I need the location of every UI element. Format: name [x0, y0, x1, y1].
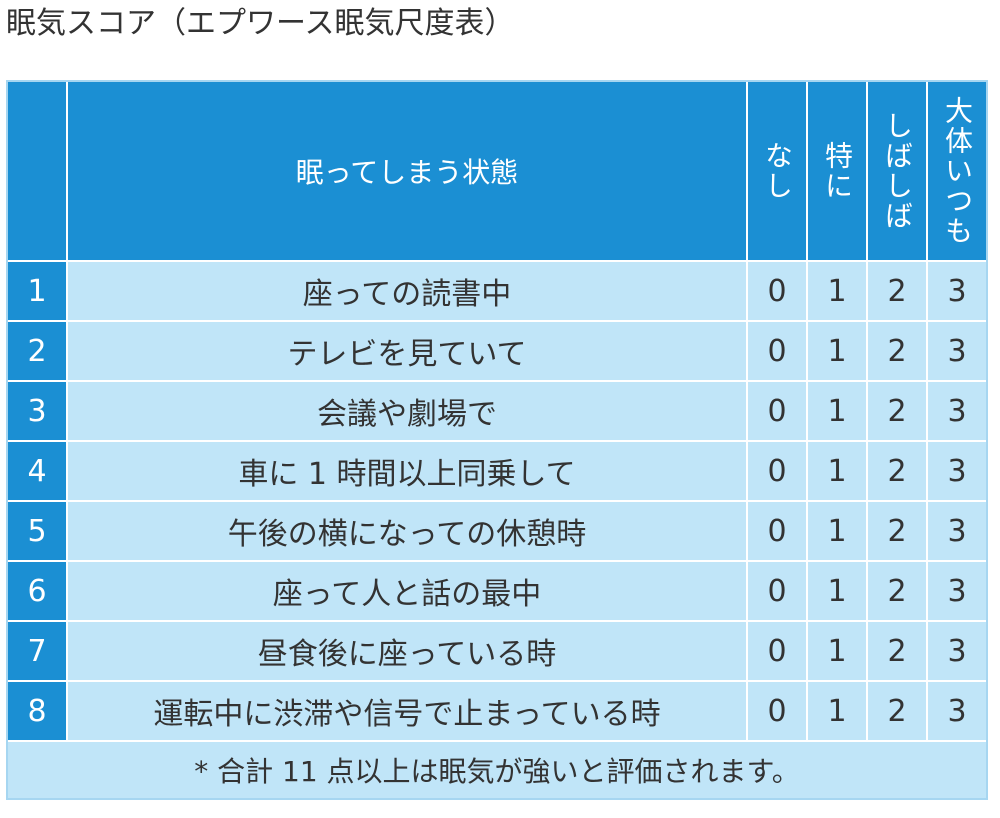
- row-6-number: 6: [8, 562, 66, 620]
- header-score-rarely: 特に: [808, 82, 866, 260]
- header-score-always-label: 大体いつも: [941, 96, 974, 246]
- row-2-score-rarely: 1: [808, 322, 866, 380]
- row-4-score-none: 0: [748, 442, 806, 500]
- header-score-often: しばしば: [868, 82, 926, 260]
- row-2-situation: テレビを見ていて: [68, 322, 746, 380]
- row-8-score-none: 0: [748, 682, 806, 740]
- row-6-score-rarely: 1: [808, 562, 866, 620]
- row-3-score-rarely: 1: [808, 382, 866, 440]
- row-7-number: 7: [8, 622, 66, 680]
- row-2-number: 2: [8, 322, 66, 380]
- row-2-score-none: 0: [748, 322, 806, 380]
- row-4-situation: 車に 1 時間以上同乗して: [68, 442, 746, 500]
- row-8-score-always: 3: [928, 682, 986, 740]
- row-7-score-rarely: 1: [808, 622, 866, 680]
- header-score-often-label: しばしば: [881, 111, 914, 231]
- epworth-sleepiness-table: 眠ってしまう状態 なし 特に しばしば 大体いつも 1 座っての読書中 0 1 …: [6, 80, 988, 800]
- row-1-score-often: 2: [868, 262, 926, 320]
- row-7-score-often: 2: [868, 622, 926, 680]
- row-1-score-none: 0: [748, 262, 806, 320]
- row-6-score-always: 3: [928, 562, 986, 620]
- row-3-score-often: 2: [868, 382, 926, 440]
- row-3-number: 3: [8, 382, 66, 440]
- row-8-score-rarely: 1: [808, 682, 866, 740]
- row-4-score-often: 2: [868, 442, 926, 500]
- row-5-situation: 午後の横になっての休憩時: [68, 502, 746, 560]
- row-4-score-rarely: 1: [808, 442, 866, 500]
- row-1-situation: 座っての読書中: [68, 262, 746, 320]
- header-number-cell: [8, 82, 66, 260]
- header-situation: 眠ってしまう状態: [68, 82, 746, 260]
- header-score-none-label: なし: [761, 141, 794, 201]
- row-4-number: 4: [8, 442, 66, 500]
- row-6-score-none: 0: [748, 562, 806, 620]
- row-7-score-none: 0: [748, 622, 806, 680]
- row-3-score-always: 3: [928, 382, 986, 440]
- row-5-number: 5: [8, 502, 66, 560]
- row-8-score-often: 2: [868, 682, 926, 740]
- row-2-score-often: 2: [868, 322, 926, 380]
- header-score-always: 大体いつも: [928, 82, 986, 260]
- row-3-score-none: 0: [748, 382, 806, 440]
- row-7-score-always: 3: [928, 622, 986, 680]
- row-1-number: 1: [8, 262, 66, 320]
- row-3-situation: 会議や劇場で: [68, 382, 746, 440]
- row-7-situation: 昼食後に座っている時: [68, 622, 746, 680]
- row-5-score-always: 3: [928, 502, 986, 560]
- row-1-score-always: 3: [928, 262, 986, 320]
- row-8-number: 8: [8, 682, 66, 740]
- row-8-situation: 運転中に渋滞や信号で止まっている時: [68, 682, 746, 740]
- row-6-score-often: 2: [868, 562, 926, 620]
- row-5-score-none: 0: [748, 502, 806, 560]
- page-title: 眠気スコア（エプワース眠気尺度表）: [6, 6, 515, 41]
- header-score-none: なし: [748, 82, 806, 260]
- row-1-score-rarely: 1: [808, 262, 866, 320]
- row-4-score-always: 3: [928, 442, 986, 500]
- row-2-score-always: 3: [928, 322, 986, 380]
- table-footnote: * 合計 11 点以上は眠気が強いと評価されます。: [8, 742, 986, 798]
- row-5-score-often: 2: [868, 502, 926, 560]
- row-5-score-rarely: 1: [808, 502, 866, 560]
- row-6-situation: 座って人と話の最中: [68, 562, 746, 620]
- header-score-rarely-label: 特に: [821, 141, 854, 201]
